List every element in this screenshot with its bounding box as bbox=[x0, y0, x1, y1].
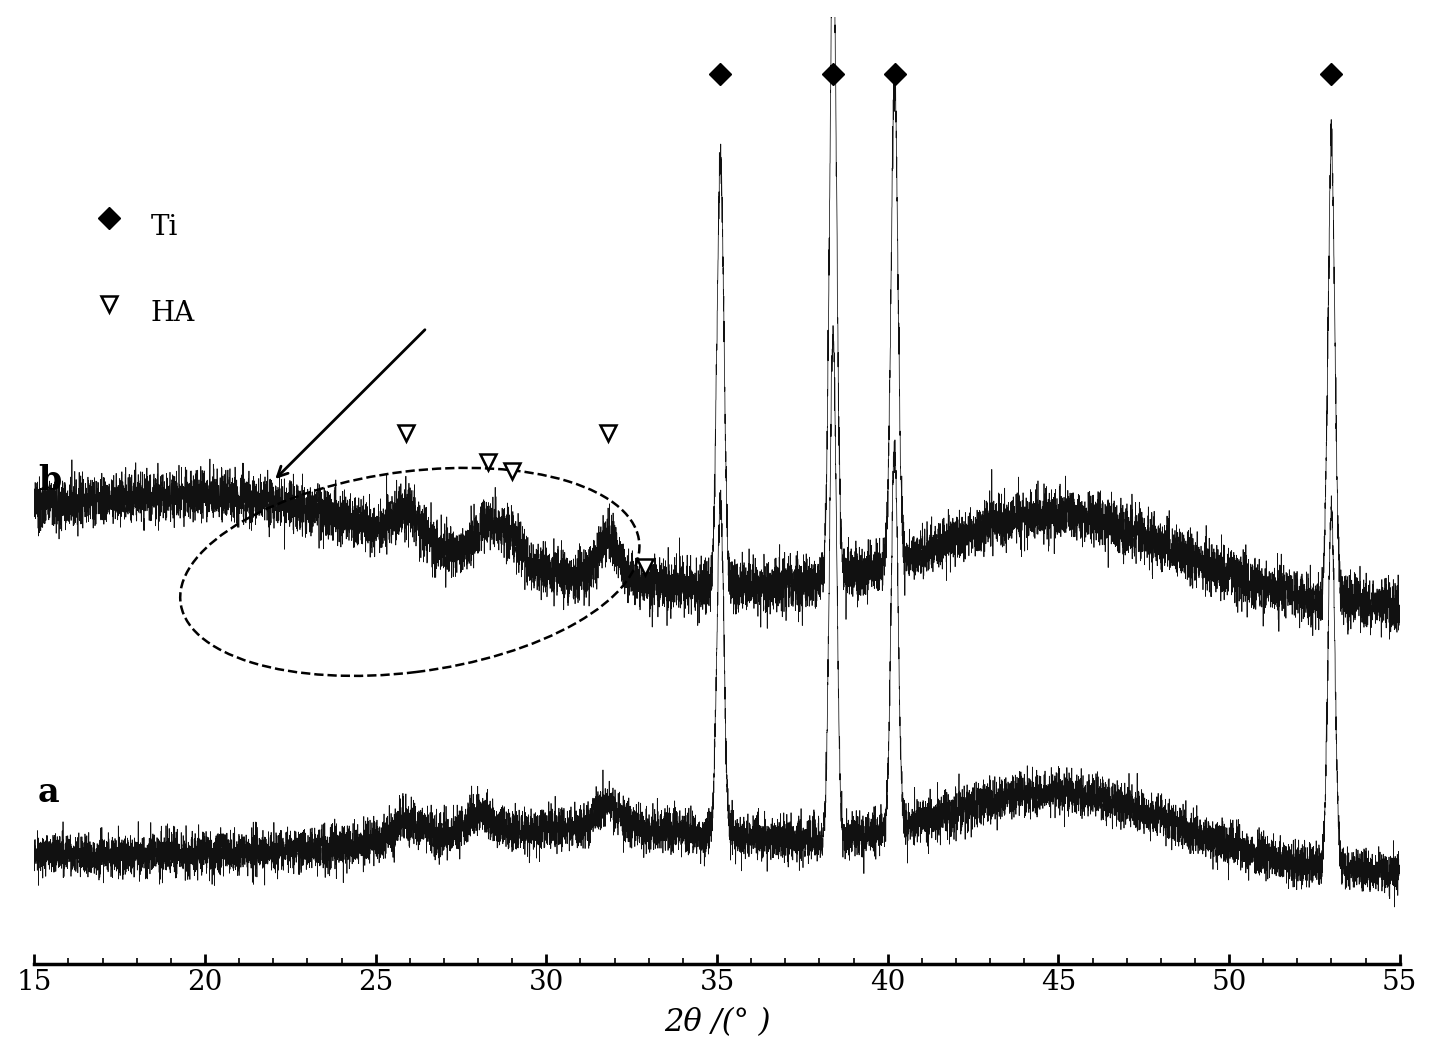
Text: a: a bbox=[37, 775, 59, 808]
Text: b: b bbox=[37, 464, 62, 498]
X-axis label: 2θ /(° ): 2θ /(° ) bbox=[664, 1008, 770, 1038]
Text: Ti: Ti bbox=[151, 214, 178, 241]
Text: HA: HA bbox=[151, 300, 195, 327]
